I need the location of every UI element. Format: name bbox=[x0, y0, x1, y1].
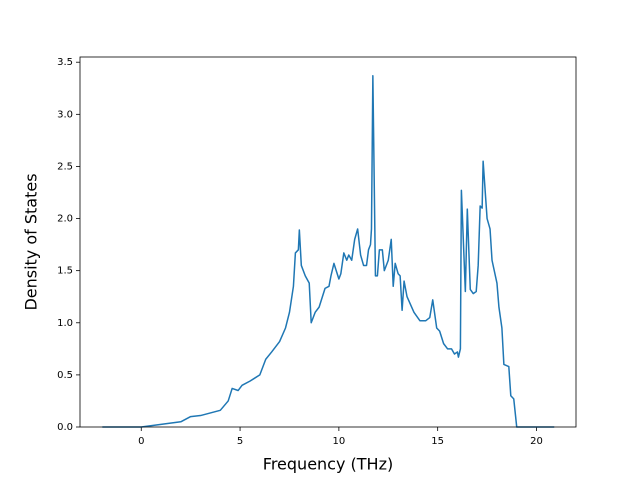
y-tick-label: 3.0 bbox=[57, 109, 73, 120]
data-line bbox=[102, 75, 555, 428]
y-tick-label: 1.5 bbox=[57, 266, 73, 277]
y-axis-label: Density of States bbox=[22, 173, 41, 310]
y-tick-label: 3.5 bbox=[57, 57, 73, 68]
y-tick-label: 2.5 bbox=[57, 161, 73, 172]
x-tick-label: 15 bbox=[431, 436, 444, 447]
y-tick-label: 0.0 bbox=[57, 422, 73, 433]
x-tick-label: 10 bbox=[333, 436, 346, 447]
y-tick-label: 2.0 bbox=[57, 214, 73, 225]
x-tick-label: 0 bbox=[138, 436, 144, 447]
x-axis-label: Frequency (THz) bbox=[263, 455, 393, 474]
y-tick-label: 1.0 bbox=[57, 318, 73, 329]
y-tick-label: 0.5 bbox=[57, 370, 73, 381]
x-tick-label: 20 bbox=[530, 436, 543, 447]
x-tick-label: 5 bbox=[237, 436, 243, 447]
plot-frame bbox=[79, 56, 577, 428]
